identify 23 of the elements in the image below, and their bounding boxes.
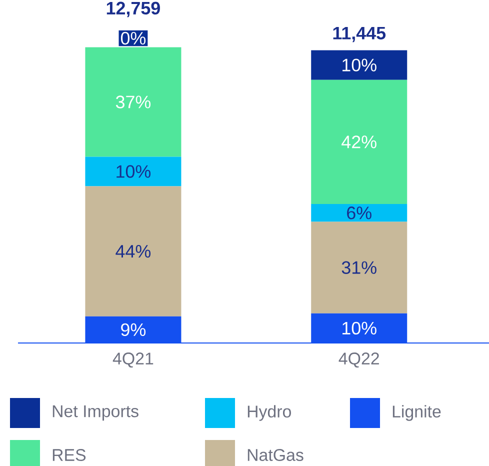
legend-label: Hydro: [248, 405, 291, 421]
data-label: 6%: [347, 206, 372, 220]
bar: [311, 222, 408, 314]
legend-label: Net Imports: [52, 405, 138, 421]
legend-label: Lignite: [392, 405, 441, 421]
data-label: 10%: [116, 165, 151, 178]
data-label: 10%: [342, 322, 376, 335]
data-label: 10%: [342, 58, 376, 72]
data-label: 31%: [342, 261, 376, 274]
annotation: 12,759: [106, 2, 160, 18]
bar: [311, 80, 408, 204]
annotation: 11,445: [333, 26, 386, 42]
data-label: 37%: [116, 96, 151, 108]
data-label: 42%: [342, 136, 376, 148]
bar: [85, 47, 182, 157]
legend-label: RES: [52, 449, 86, 461]
x-tick-label: 4Q22: [338, 352, 379, 368]
bar: [85, 186, 182, 316]
legend-label: NatGas: [248, 449, 304, 461]
data-label: 44%: [116, 245, 151, 258]
x-tick-label: 4Q21: [112, 352, 154, 368]
data-label: 0%: [120, 32, 146, 45]
data-label: 9%: [121, 323, 146, 336]
